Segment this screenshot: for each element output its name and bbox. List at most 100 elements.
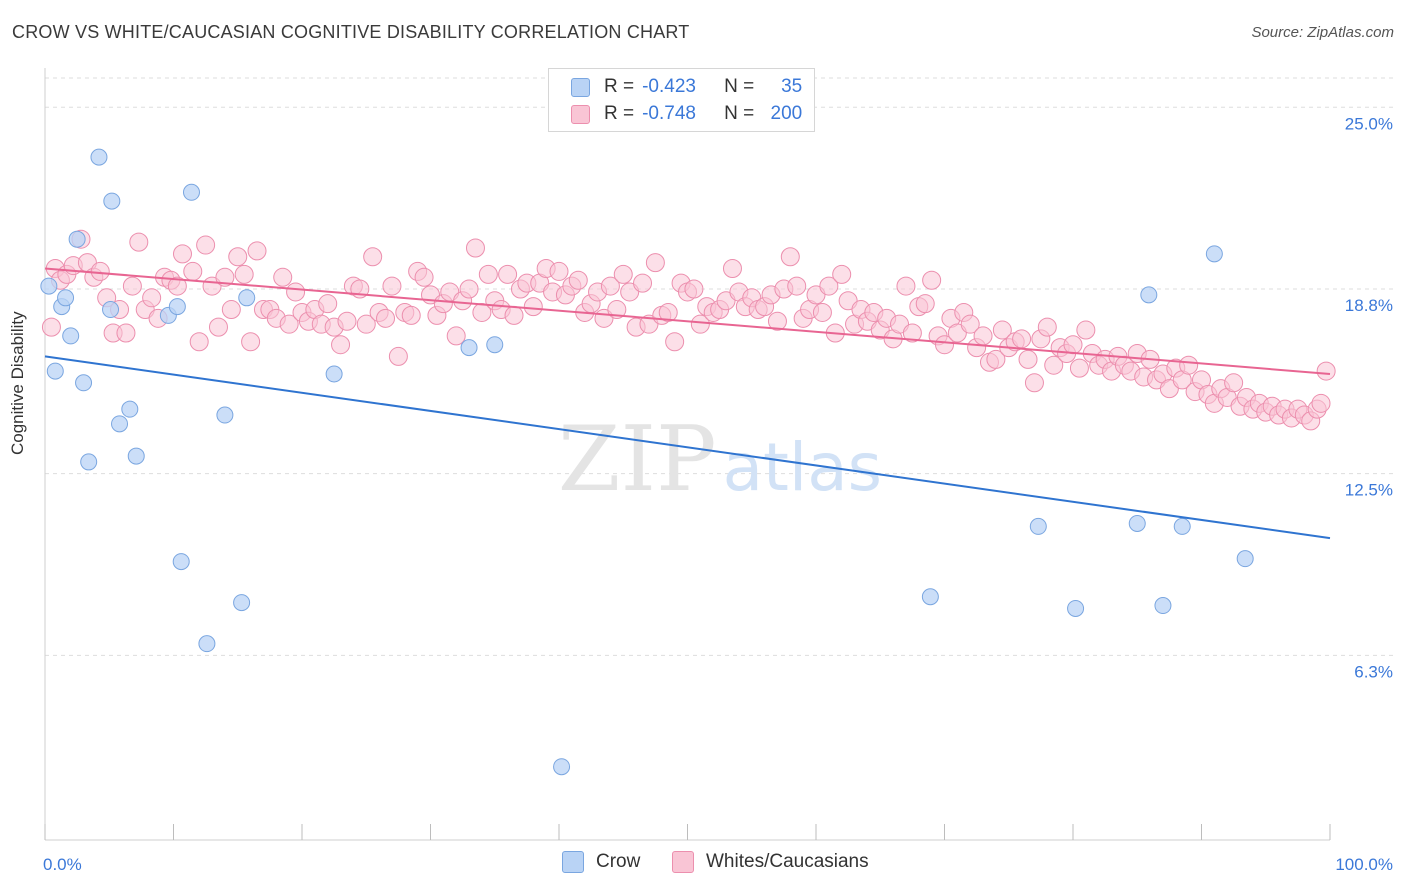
data-point-crow (182, 183, 200, 201)
data-point-whites (318, 294, 338, 314)
y-tick-label: 18.8% (1345, 296, 1393, 315)
data-point-whites (286, 282, 306, 302)
data-point-whites (504, 305, 524, 325)
bottom-legend-swatch-crow (562, 851, 584, 873)
bottom-legend-label-crow: Crow (596, 851, 641, 872)
trendlines (44, 267, 1331, 540)
data-point-whites (812, 302, 832, 322)
x-tick-label-max: 100.0% (1335, 855, 1393, 874)
y-tick-label: 25.0% (1345, 114, 1393, 133)
legend-swatch-whites (571, 104, 590, 124)
data-point-whites (1311, 393, 1331, 413)
data-point-crow (198, 635, 216, 653)
data-point-whites (116, 323, 136, 343)
data-point-crow (1154, 597, 1172, 615)
data-point-crow (1029, 517, 1047, 535)
data-point-whites (337, 311, 357, 331)
data-point-whites (498, 264, 518, 284)
legend-swatch-crow (571, 77, 590, 97)
data-point-whites (90, 261, 110, 281)
data-point-whites (215, 267, 235, 287)
data-point-whites (478, 264, 498, 284)
data-point-crow (172, 553, 190, 571)
data-point-whites (273, 267, 293, 287)
data-point-whites (208, 317, 228, 337)
data-point-whites (767, 311, 787, 331)
data-point-crow (103, 192, 121, 210)
legend-r-value-whites: -0.748 (642, 103, 696, 124)
data-point-whites (549, 261, 569, 281)
data-point-whites (902, 323, 922, 343)
trendline-whites (44, 267, 1331, 376)
data-point-whites (388, 346, 408, 366)
bottom-legend-crow: Crow (562, 851, 640, 873)
data-point-crow (57, 289, 75, 307)
data-point-crow (121, 400, 139, 418)
trendline-crow (44, 355, 1331, 540)
data-point-whites (986, 349, 1006, 369)
data-point-whites (568, 270, 588, 290)
data-point-crow (127, 447, 145, 465)
data-point-crow (168, 298, 186, 316)
data-point-whites (960, 314, 980, 334)
data-point-crow (80, 453, 98, 471)
data-point-whites (172, 244, 192, 264)
legend-row-whites: R = -0.748 N = 200 (571, 102, 802, 126)
data-point-whites (331, 335, 351, 355)
data-point-whites (613, 264, 633, 284)
data-point-crow (62, 327, 80, 345)
data-point-whites (658, 302, 678, 322)
bottom-legend-swatch-whites (672, 851, 694, 873)
data-point-crow (40, 277, 58, 295)
data-point-whites (196, 235, 216, 255)
data-point-whites (465, 238, 485, 258)
legend-n-value-crow: 35 (781, 76, 803, 97)
data-point-crow (216, 406, 234, 424)
legend-r-value-crow: -0.423 (642, 76, 696, 97)
y-tick-label: 6.3% (1354, 662, 1393, 681)
data-point-whites (922, 270, 942, 290)
legend-row-crow: R = -0.423 N = 35 (571, 75, 802, 99)
legend-n-label: N = (724, 76, 755, 97)
legend-r-label: R = (604, 103, 635, 124)
data-point-crow (1140, 286, 1158, 304)
data-point-whites (992, 320, 1012, 340)
data-point-whites (122, 276, 142, 296)
data-point-whites (684, 279, 704, 299)
data-point-whites (690, 314, 710, 334)
data-point-whites (607, 300, 627, 320)
data-point-whites (896, 276, 916, 296)
data-point-whites (722, 259, 742, 278)
data-point-whites (167, 276, 187, 296)
data-point-whites (819, 276, 839, 296)
data-point-whites (645, 253, 665, 273)
watermark: ZIPatlas (558, 407, 882, 512)
data-point-whites (356, 314, 376, 334)
data-point-whites (401, 305, 421, 325)
data-point-crow (1128, 514, 1146, 532)
data-point-whites (665, 332, 685, 352)
data-point-whites (787, 276, 807, 296)
axes (44, 68, 1331, 841)
data-point-whites (1012, 329, 1032, 349)
data-point-whites (1069, 358, 1089, 378)
legend: R = -0.423 N = 35 R = -0.748 N = 200 (548, 68, 815, 132)
data-point-whites (279, 314, 299, 334)
data-point-whites (633, 273, 653, 293)
data-point-whites (189, 332, 209, 352)
source-credit: Source: ZipAtlas.com (1251, 24, 1394, 41)
data-point-crow (238, 289, 256, 307)
data-point-crow (460, 339, 478, 357)
legend-r-label: R = (604, 76, 635, 97)
data-point-whites (1024, 373, 1044, 393)
data-point-crow (1205, 245, 1223, 263)
x-tick-label-min: 0.0% (43, 855, 82, 874)
data-point-whites (1037, 317, 1057, 337)
data-point-whites (376, 308, 396, 328)
y-axis-label: Cognitive Disability (8, 311, 27, 455)
data-point-whites (915, 294, 935, 314)
data-point-crow (233, 594, 251, 612)
data-point-whites (183, 261, 203, 281)
data-point-crow (921, 588, 939, 606)
